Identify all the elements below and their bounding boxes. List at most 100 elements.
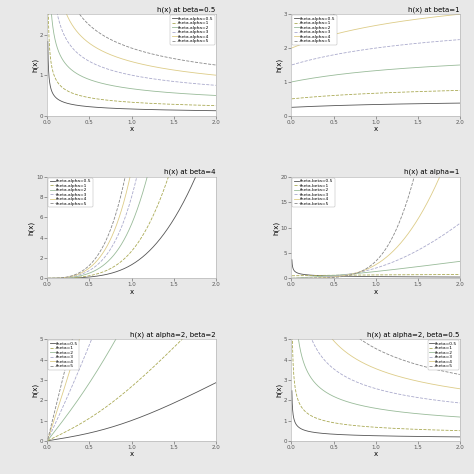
theta=5 xyxy=(457,372,463,377)
theta.beta=4 xyxy=(452,136,458,142)
theta.beta=3 xyxy=(421,244,427,250)
theta=0.5 xyxy=(122,420,128,426)
theta.beta=1 xyxy=(298,273,303,279)
theta.alpha=1 xyxy=(177,102,183,108)
theta=5 xyxy=(298,168,303,173)
Line: theta.alpha=1: theta.alpha=1 xyxy=(48,0,216,278)
theta.alpha=1 xyxy=(452,88,458,93)
theta.alpha=3 xyxy=(45,275,51,281)
Y-axis label: h(x): h(x) xyxy=(32,383,38,397)
Y-axis label: h(x): h(x) xyxy=(273,220,279,235)
theta=4 xyxy=(366,363,372,369)
theta.alpha=4 xyxy=(213,73,219,78)
theta=5 xyxy=(289,133,295,139)
theta.beta=5 xyxy=(298,275,303,281)
theta.alpha=3 xyxy=(452,37,458,43)
theta=2 xyxy=(54,426,59,432)
theta.alpha=0.5 xyxy=(54,95,59,101)
theta.alpha=4 xyxy=(421,15,427,21)
theta.beta=0.5 xyxy=(421,274,427,280)
theta.alpha=3 xyxy=(122,215,128,221)
theta.alpha=2 xyxy=(54,42,59,48)
theta.alpha=3 xyxy=(366,46,372,52)
theta.alpha=1 xyxy=(213,103,219,109)
theta.alpha=1 xyxy=(208,0,214,2)
Line: theta.beta=4: theta.beta=4 xyxy=(292,125,460,278)
theta.beta=1 xyxy=(452,272,458,277)
theta.alpha=5 xyxy=(127,152,132,158)
Legend: theta.alpha=0.5, theta.alpha=1, theta.alpha=2, theta.alpha=3, theta.alpha=4, the: theta.alpha=0.5, theta.alpha=1, theta.al… xyxy=(48,178,93,207)
X-axis label: x: x xyxy=(374,289,378,295)
Line: theta.beta=1: theta.beta=1 xyxy=(292,274,460,276)
Line: theta.alpha=2: theta.alpha=2 xyxy=(48,0,216,278)
theta.beta=2 xyxy=(421,263,427,269)
X-axis label: x: x xyxy=(374,451,378,457)
theta.alpha=3 xyxy=(127,201,132,207)
theta.beta=1 xyxy=(457,272,463,277)
theta=0.5 xyxy=(208,383,214,388)
theta.alpha=0.5 xyxy=(421,101,427,107)
theta=1 xyxy=(54,434,59,439)
Text: h(x) at beta=0.5: h(x) at beta=0.5 xyxy=(157,7,216,13)
theta.alpha=0.5 xyxy=(122,265,128,271)
theta=0.5 xyxy=(213,380,219,386)
theta.alpha=3 xyxy=(122,71,128,77)
theta.beta=4 xyxy=(457,122,463,128)
theta.beta=1 xyxy=(421,272,427,277)
Line: theta.alpha=2: theta.alpha=2 xyxy=(292,65,460,82)
theta.alpha=0.5 xyxy=(45,39,51,45)
theta.alpha=2 xyxy=(177,91,183,96)
theta=3 xyxy=(298,289,303,295)
theta=4 xyxy=(133,133,138,139)
X-axis label: x: x xyxy=(129,451,134,457)
theta=5 xyxy=(122,133,128,139)
Line: theta=5: theta=5 xyxy=(48,136,216,439)
theta.alpha=1 xyxy=(421,89,427,94)
theta=2 xyxy=(289,133,295,139)
theta.alpha=0.5 xyxy=(371,102,376,108)
theta.alpha=0.5 xyxy=(45,275,51,281)
theta.beta=5 xyxy=(289,275,295,281)
theta=3 xyxy=(213,133,219,139)
theta.alpha=2 xyxy=(452,63,458,68)
X-axis label: x: x xyxy=(129,127,134,132)
theta=5 xyxy=(421,364,427,369)
Line: theta.alpha=5: theta.alpha=5 xyxy=(292,0,460,31)
theta.alpha=1 xyxy=(371,91,376,96)
theta.alpha=5 xyxy=(45,275,51,281)
theta=3 xyxy=(452,400,458,405)
theta.alpha=2 xyxy=(213,92,219,98)
theta.alpha=4 xyxy=(457,11,463,17)
theta.alpha=4 xyxy=(208,72,214,78)
theta.alpha=2 xyxy=(127,226,132,232)
Y-axis label: h(x): h(x) xyxy=(32,58,38,72)
Line: theta=5: theta=5 xyxy=(292,136,460,374)
theta.alpha=0.5 xyxy=(208,108,214,113)
theta=5 xyxy=(452,371,458,376)
theta=1 xyxy=(452,428,458,433)
theta.alpha=5 xyxy=(54,275,59,281)
theta.beta=0.5 xyxy=(366,273,372,279)
theta.alpha=3 xyxy=(127,72,132,78)
theta.alpha=3 xyxy=(421,40,427,46)
theta.alpha=1 xyxy=(208,103,214,109)
theta.alpha=1 xyxy=(122,99,128,105)
Y-axis label: h(x): h(x) xyxy=(276,58,283,72)
theta.alpha=5 xyxy=(213,62,219,68)
theta.alpha=0.5 xyxy=(177,206,183,211)
X-axis label: x: x xyxy=(374,127,378,132)
theta.alpha=2 xyxy=(127,86,132,91)
Line: theta=2: theta=2 xyxy=(292,136,460,417)
Legend: theta.beta=0.5, theta.beta=1, theta.beta=2, theta.beta=3, theta.beta=4, theta.be: theta.beta=0.5, theta.beta=1, theta.beta… xyxy=(292,178,335,207)
theta=4 xyxy=(421,380,427,385)
theta=1 xyxy=(452,428,458,433)
theta=5 xyxy=(54,402,59,408)
theta.beta=0.5 xyxy=(452,274,458,280)
Line: theta=1: theta=1 xyxy=(292,292,460,431)
X-axis label: x: x xyxy=(129,289,134,295)
Text: h(x) at beta=4: h(x) at beta=4 xyxy=(164,169,216,175)
theta.alpha=3 xyxy=(208,82,214,88)
Line: theta.alpha=2: theta.alpha=2 xyxy=(48,0,216,95)
theta.alpha=1 xyxy=(177,136,183,142)
theta.alpha=0.5 xyxy=(366,102,372,108)
